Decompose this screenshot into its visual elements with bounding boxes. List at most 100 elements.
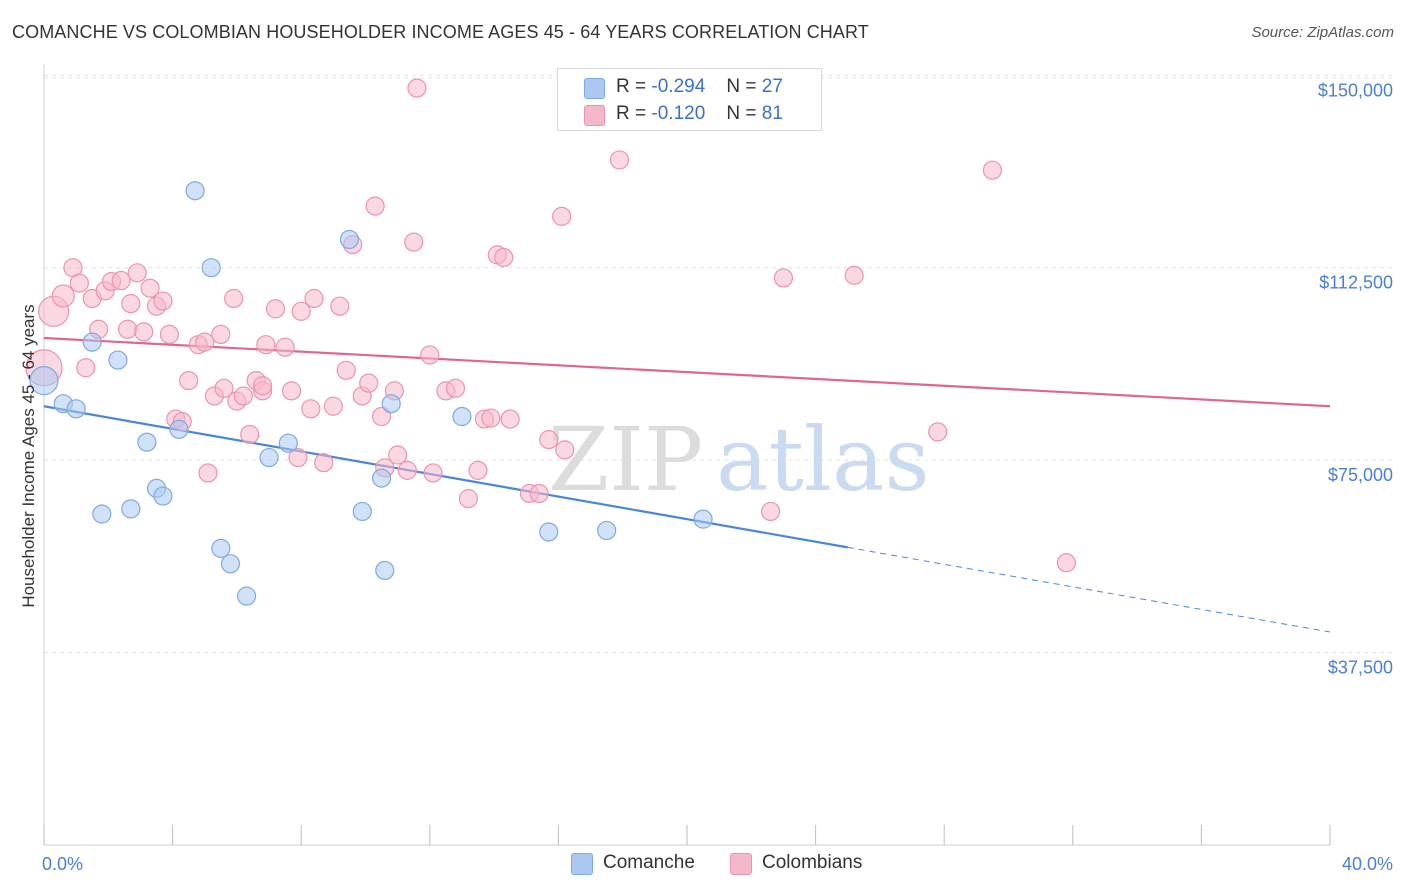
legend-r-value: -0.120	[651, 103, 706, 124]
comanche-point	[693, 509, 713, 529]
bottom-legend-swatch-comanche	[571, 853, 593, 875]
colombians-point	[323, 396, 343, 416]
colombians-point	[275, 337, 295, 357]
comanche-point	[259, 447, 279, 468]
watermark-atlas: atlas	[716, 408, 930, 511]
x-tick-label: 40.0%	[1342, 854, 1393, 874]
colombians-point	[76, 358, 96, 378]
axes	[43, 65, 1331, 846]
colombians-point	[224, 288, 244, 309]
comanche-point	[66, 399, 86, 419]
colombians-point	[552, 206, 572, 226]
chart-title: COMANCHE VS COLOMBIAN HOUSEHOLDER INCOME…	[12, 22, 869, 42]
colombians-point	[500, 409, 520, 429]
colombians-point	[420, 345, 440, 365]
colombians-point	[179, 370, 199, 391]
colombians-point	[301, 399, 321, 419]
comanche-point	[236, 586, 257, 606]
colombians-point	[117, 319, 138, 339]
comanche-point	[153, 486, 173, 506]
colombians-point	[121, 294, 141, 314]
colombians-point	[445, 378, 466, 398]
comanche-point	[29, 365, 59, 396]
colombians-point	[51, 284, 75, 308]
comanche-point	[185, 181, 205, 201]
colombians-point	[423, 463, 443, 483]
comanche-point	[92, 504, 112, 524]
legend-r-label: R =	[616, 103, 647, 124]
legend-swatch-colombians	[584, 105, 605, 126]
comanche-point	[211, 538, 231, 558]
comanche-point	[220, 554, 241, 574]
colombians-point	[388, 445, 408, 465]
colombians-point	[140, 278, 160, 298]
comanche-point	[352, 501, 372, 522]
colombians-point	[404, 232, 424, 252]
colombians-point	[256, 335, 276, 355]
colombians-point	[844, 265, 864, 285]
colombians-point	[291, 301, 311, 321]
colombians-point	[265, 299, 286, 319]
colombians-point	[288, 447, 308, 468]
comanche-point	[375, 560, 395, 581]
colombians-point	[134, 322, 154, 342]
colombians-point	[240, 424, 260, 445]
data-points	[25, 78, 1076, 606]
colombians-point	[539, 430, 559, 450]
comanche-point	[452, 406, 472, 427]
comanche-point	[82, 332, 102, 352]
colombians-point	[359, 373, 379, 393]
bottom-legend-swatch-colombians	[730, 853, 752, 875]
colombians-point	[407, 78, 427, 98]
x-tick-labels: 0.0% 40.0%	[42, 854, 1393, 874]
comanche-point	[539, 522, 559, 542]
bottom-legend-label-colombians: Colombians	[762, 852, 863, 873]
colombians-point	[1056, 553, 1076, 573]
colombians-point	[233, 386, 253, 406]
comanche-point	[169, 419, 189, 439]
colombians-point	[555, 440, 575, 460]
comanche-point	[597, 520, 617, 541]
colombians-point	[214, 378, 234, 398]
colombians-point	[773, 268, 794, 288]
colombians-point	[127, 263, 147, 283]
colombians-point	[371, 406, 392, 427]
y-axis-label: Householder Income Ages 45 - 64 years	[19, 304, 38, 607]
comanche-point	[137, 432, 157, 452]
colombians-point	[481, 408, 501, 428]
colombians-point	[365, 196, 385, 216]
comanche-point	[339, 229, 360, 250]
colombians-point	[198, 463, 218, 483]
comanche-point	[278, 433, 298, 453]
y-tick-labels: $37,500 $75,000 $112,500 $150,000	[1318, 80, 1393, 677]
source-label: Source: ZipAtlas.com	[1251, 24, 1394, 41]
colombians-point	[304, 288, 324, 309]
colombians-point	[494, 247, 514, 268]
legend-n-value: 81	[761, 103, 783, 124]
y-tick-label: $37,500	[1328, 658, 1393, 678]
colombians-point	[458, 489, 478, 509]
colombians-point	[211, 324, 231, 345]
comanche-point	[371, 468, 392, 488]
bottom-legend-label-comanche: Comanche	[603, 852, 695, 873]
y-tick-label: $75,000	[1328, 465, 1393, 485]
comanche-trend-extension	[847, 546, 1331, 633]
colombians-point	[195, 332, 215, 352]
colombians-point	[330, 296, 350, 316]
colombians-point	[529, 483, 549, 504]
colombians-point	[153, 291, 173, 311]
colombians-point	[468, 460, 488, 480]
legend-swatch-comanche	[584, 78, 605, 99]
colombians-point	[314, 453, 334, 473]
comanche-point	[201, 258, 221, 278]
colombians-point	[760, 501, 781, 522]
colombians-point	[159, 324, 179, 345]
colombians-point	[397, 460, 417, 480]
comanche-point	[121, 499, 141, 519]
colombians-point	[69, 273, 89, 293]
legend-n-value: 27	[761, 76, 783, 97]
colombians-point	[982, 160, 1003, 180]
comanche-point	[108, 350, 128, 370]
colombians-point	[336, 360, 356, 380]
